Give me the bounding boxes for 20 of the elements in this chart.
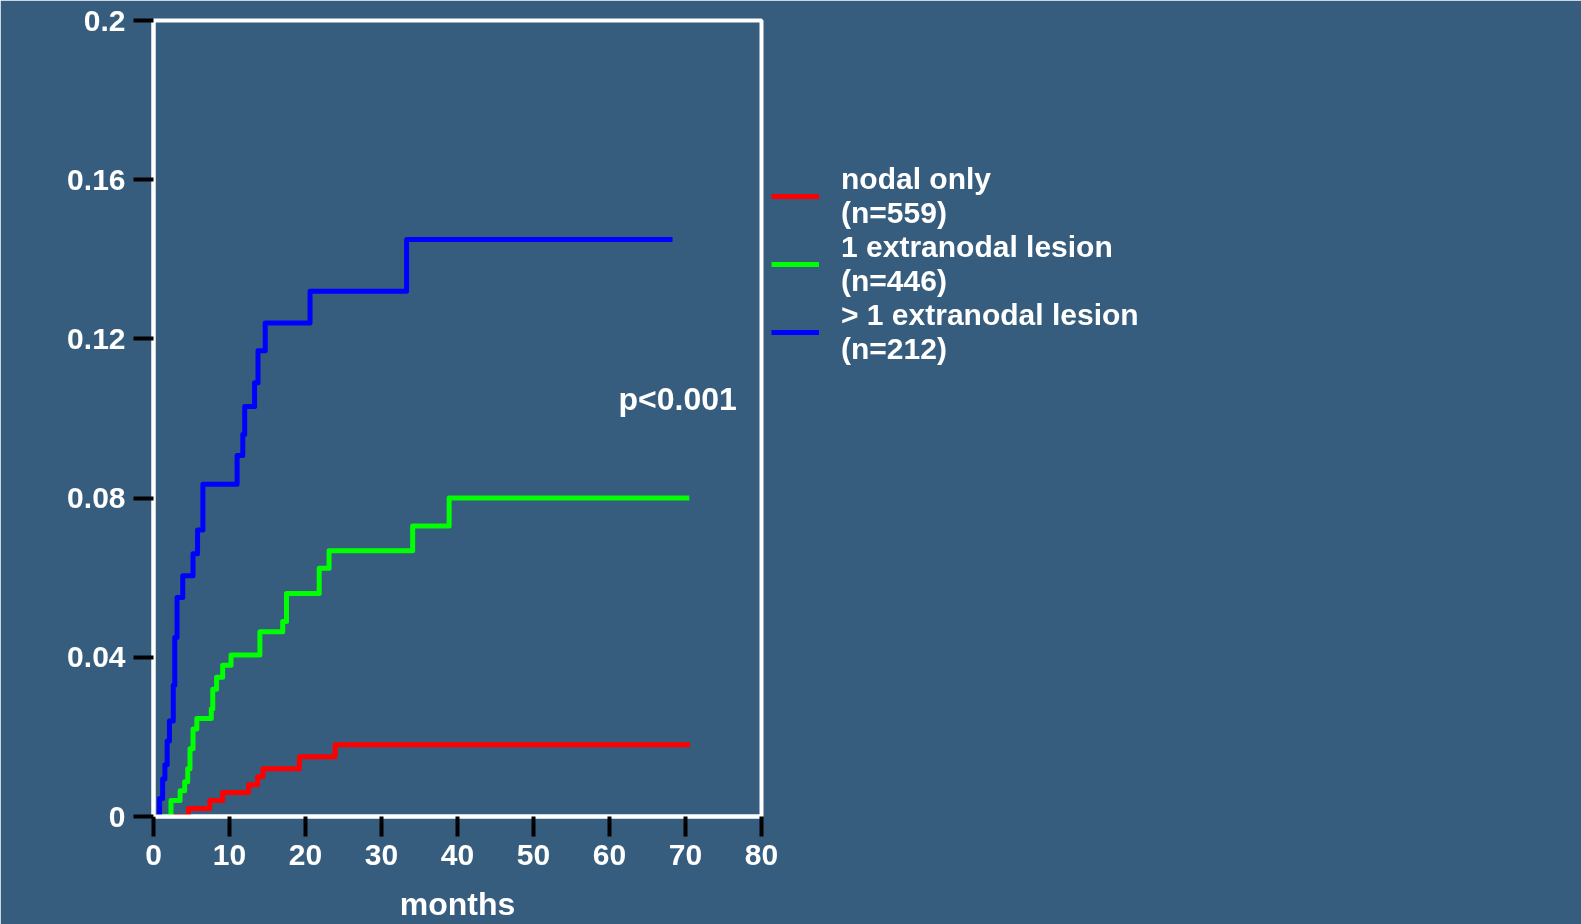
x-tick-label: 70 — [668, 837, 703, 871]
legend-label: nodal only (n=559) — [841, 162, 991, 230]
x-tick-label: 30 — [364, 837, 399, 871]
x-tick-label: 60 — [592, 837, 627, 871]
y-tick-label: 0.2 — [83, 3, 126, 37]
x-axis-title: months — [399, 885, 516, 922]
y-tick-label: 0.08 — [67, 481, 126, 515]
y-tick-label: 0.12 — [67, 321, 126, 355]
y-tick-label: 0.16 — [67, 162, 126, 196]
x-tick-label: 20 — [288, 837, 323, 871]
x-tick-label: 0 — [145, 837, 162, 871]
x-tick-label: 50 — [516, 837, 551, 871]
x-tick-label: 80 — [744, 837, 779, 871]
y-tick-label: 0.04 — [67, 640, 126, 674]
legend-label: 1 extranodal lesion (n=446) — [841, 230, 1113, 298]
x-tick-label: 40 — [440, 837, 475, 871]
x-tick-label: 10 — [212, 837, 247, 871]
annotation: p<0.001 — [618, 380, 737, 417]
legend-label: > 1 extranodal lesion (n=212) — [841, 298, 1139, 366]
y-tick-label: 0 — [108, 799, 126, 833]
